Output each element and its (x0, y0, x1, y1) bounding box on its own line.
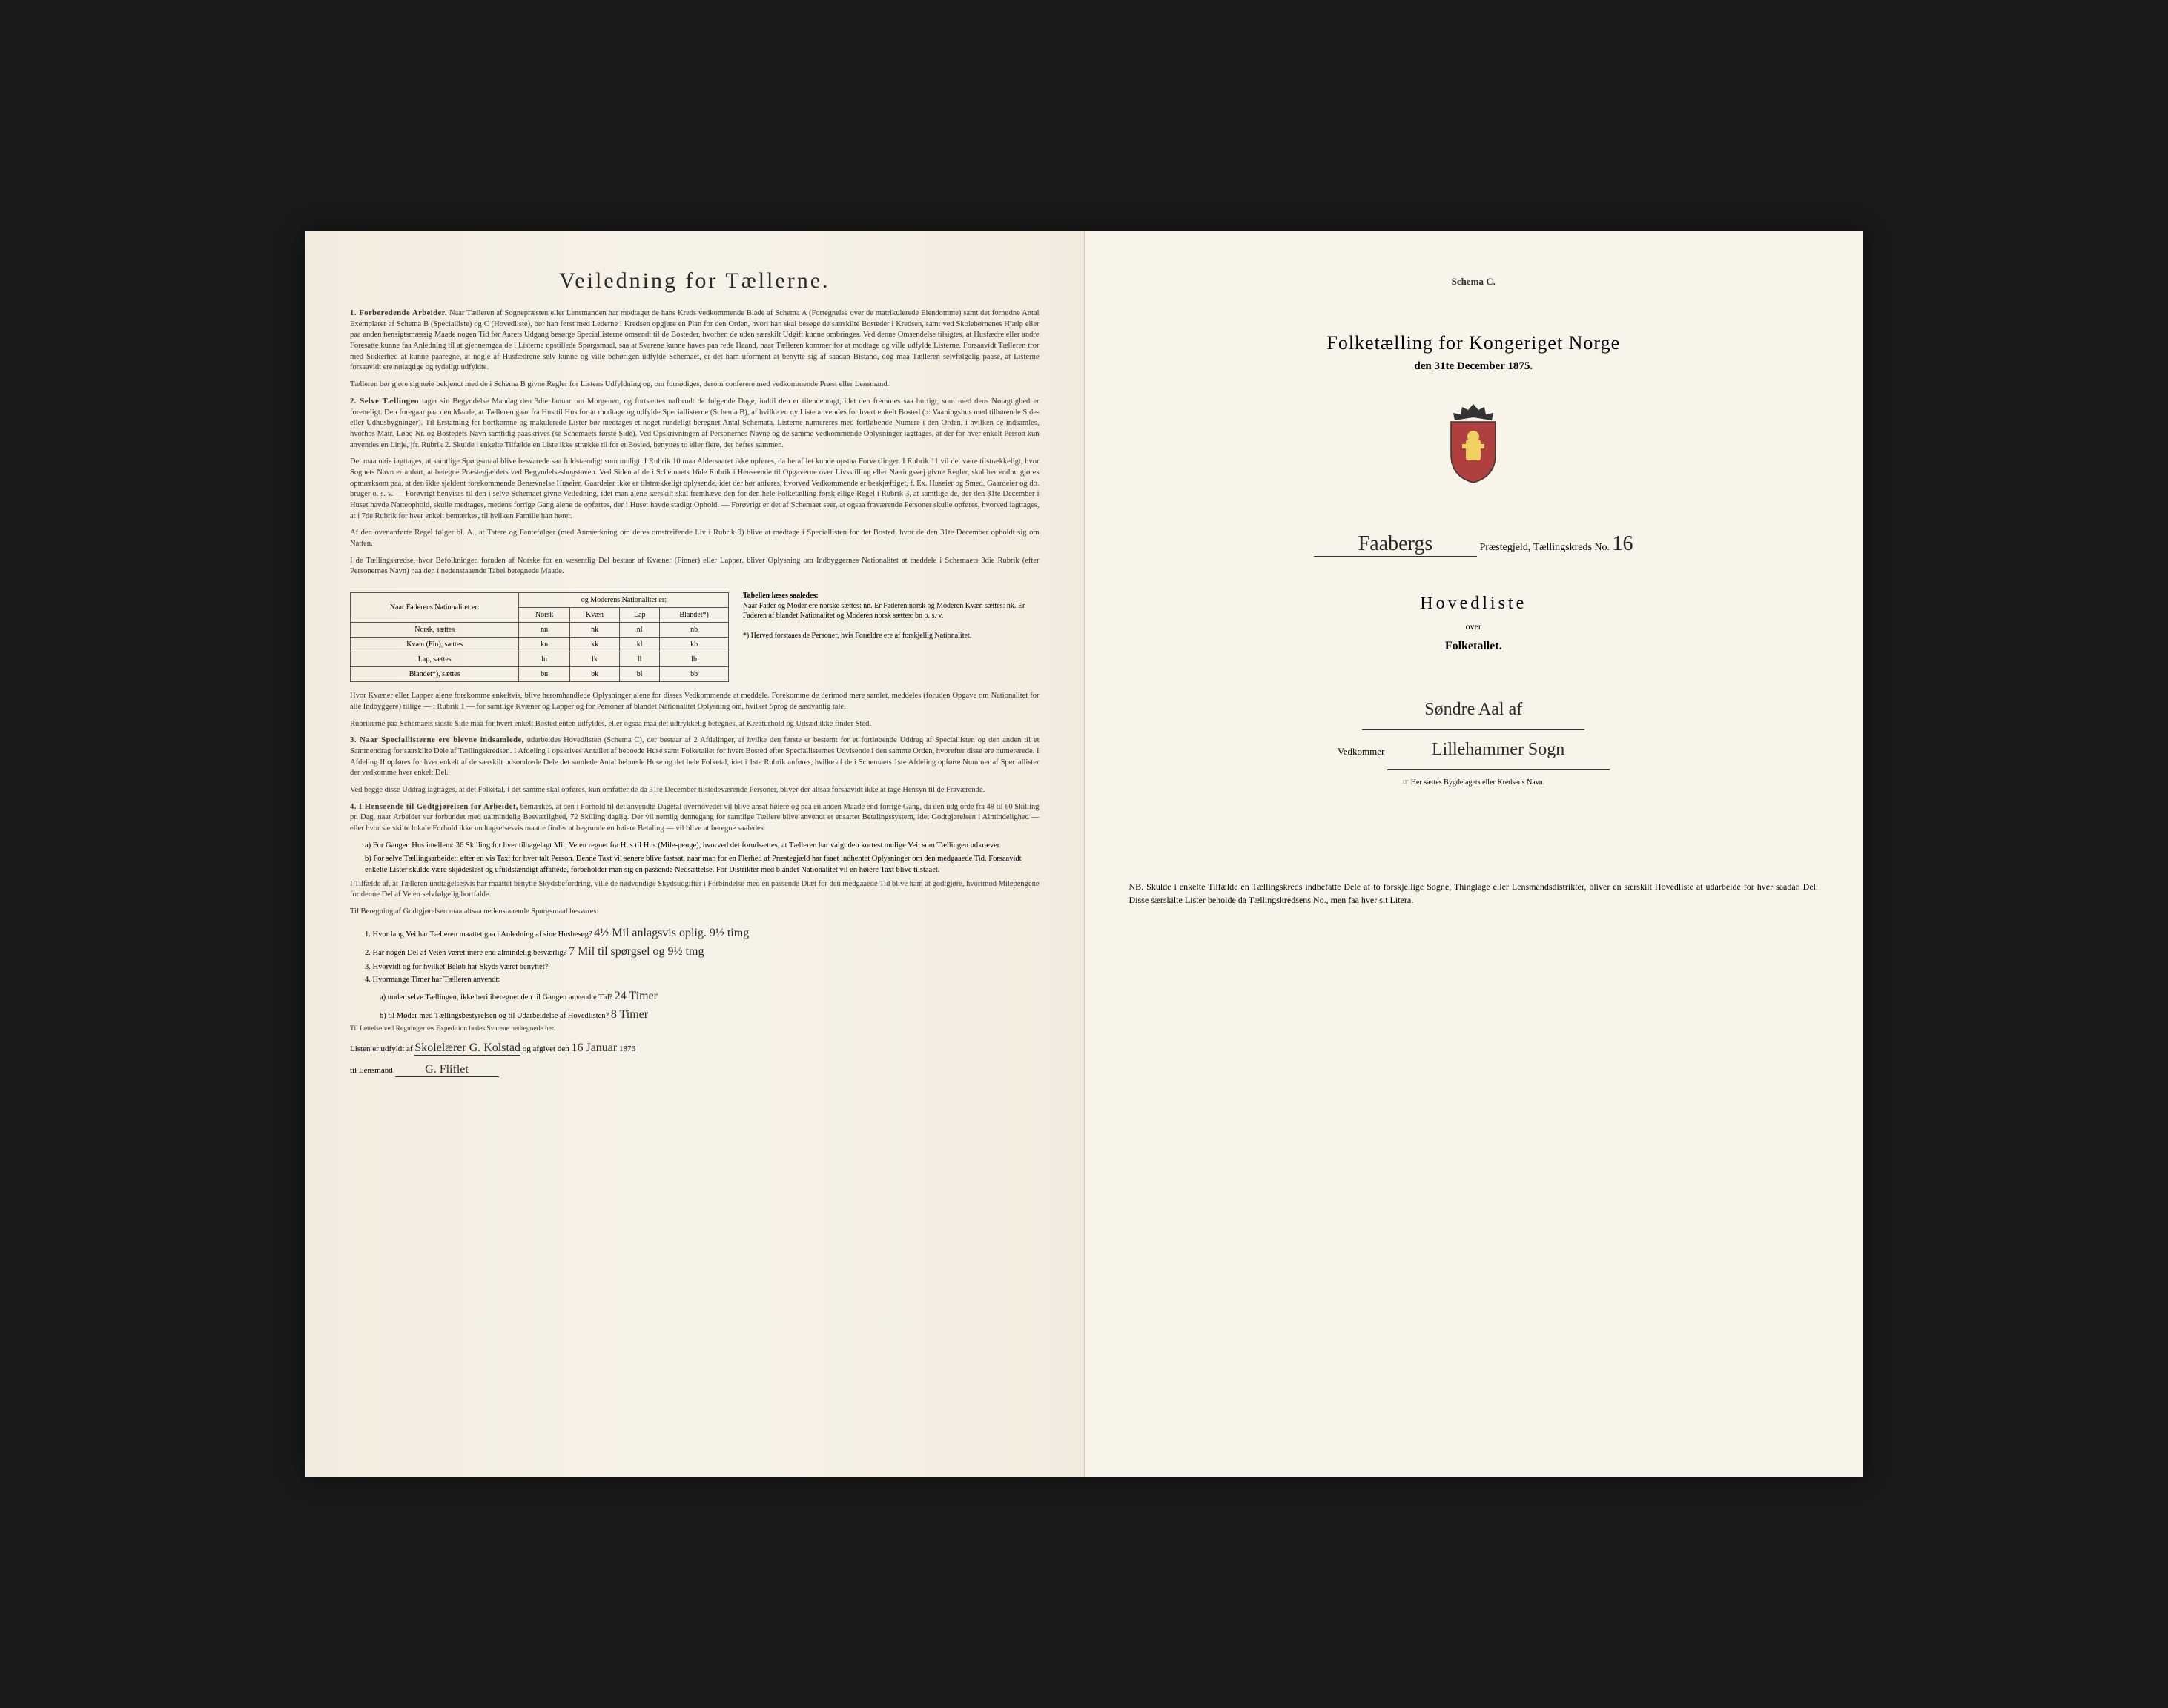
table-row: Blandet*), sættes bn bk bl bb (351, 667, 729, 682)
question-4: 4. Hvormange Timer har Tælleren anvendt: (365, 974, 1040, 987)
table-note-title: Tabellen læses saaledes: (743, 592, 819, 600)
table-sub-0: Norsk (519, 608, 569, 623)
answer-4b: 8 Timer (611, 1008, 648, 1021)
table-row: Kvæn (Fin), sættes kn kk kl kb (351, 638, 729, 652)
section-2-lead: 2. Selve Tællingen (350, 397, 419, 406)
signature-line: Listen er udfyldt af Skolelærer G. Kolst… (350, 1042, 1040, 1056)
schema-label: Schema C. (1129, 276, 1819, 288)
table-sub-1: Kvæn (569, 608, 620, 623)
left-title: Veiledning for Tællerne. (350, 268, 1040, 294)
vedkommer-block: Søndre Aal af Vedkommer Lillehammer Sogn… (1129, 690, 1819, 791)
after-table-0: Hvor Kvæner eller Lapper alene forekomme… (350, 691, 1040, 712)
signer-name: Skolelærer G. Kolstad (414, 1042, 520, 1056)
table-footnote: *) Herved forstaaes de Personer, hvis Fo… (743, 632, 971, 640)
nationality-table: Naar Faderens Nationalitet er: og Modere… (350, 592, 729, 682)
section-1: 1. Forberedende Arbeider. Naar Tælleren … (350, 308, 1040, 374)
table-col-father: Naar Faderens Nationalitet er: (351, 593, 519, 623)
table-note: Tabellen læses saaledes: Naar Fader og M… (743, 583, 1040, 641)
table-sub-2: Lap (620, 608, 660, 623)
answer-4a: 24 Timer (615, 990, 658, 1002)
folketallet-label: Folketallet. (1129, 640, 1819, 653)
section-2b: Det maa nøie iagttages, at samtlige Spør… (350, 457, 1040, 522)
sign-date: 16 Januar (571, 1042, 617, 1054)
place-line-1: Søndre Aal af (1362, 690, 1584, 730)
section-4-lead: 4. I Henseende til Godtgjørelsen for Arb… (350, 803, 518, 811)
table-row: Norsk, sættes nn nk nl nb (351, 623, 729, 638)
section-1-lead: 1. Forberedende Arbeider. (350, 309, 447, 317)
coat-of-arms-icon (1129, 403, 1819, 488)
section-4-tail1: I Tilfælde af, at Tælleren undtagelsesvi… (350, 879, 1040, 901)
questions-block: 1. Hvor lang Vei har Tælleren maattet ga… (365, 924, 1040, 1025)
place-line-2: Lillehammer Sogn (1387, 730, 1610, 770)
section-3-lead: 3. Naar Speciallisterne ere blevne indsa… (350, 736, 524, 744)
after-table-1: Rubrikerne paa Schemaets sidste Side maa… (350, 719, 1040, 730)
question-2: 2. Har nogen Del af Veien været mere end… (365, 942, 1040, 961)
section-4-tail2: Til Beregning af Godtgjørelsen maa altsa… (350, 907, 1040, 918)
document-scan: Veiledning for Tællerne. 1. Forberedende… (305, 231, 1863, 1477)
left-page: Veiledning for Tællerne. 1. Forberedende… (305, 231, 1085, 1477)
vedkommer-label: Vedkommer (1338, 746, 1385, 757)
question-4b: b) til Møder med Tællingsbestyrelsen og … (380, 1005, 1040, 1025)
table-row: Lap, sættes ln lk ll lb (351, 652, 729, 667)
over-label: over (1129, 621, 1819, 632)
question-4a: a) under selve Tællingen, ikke heri iber… (380, 987, 1040, 1006)
lensmand-name: G. Fliflet (395, 1063, 499, 1077)
right-page: Schema C. Folketælling for Kongeriget No… (1085, 231, 1863, 1477)
question-1: 1. Hvor lang Vei har Tælleren maattet ga… (365, 924, 1040, 943)
table-note-body: Naar Fader og Moder ere norske sættes: n… (743, 602, 1025, 620)
section-4: 4. I Henseende til Godtgjørelsen for Arb… (350, 802, 1040, 835)
question-3: 3. Hvorvidt og for hvilket Beløb har Sky… (365, 961, 1040, 974)
section-2c: Af den ovenanførte Regel følger bl. A., … (350, 528, 1040, 549)
table-col-mother: og Moderens Nationalitet er: (519, 593, 729, 608)
section-3: 3. Naar Speciallisterne ere blevne indsa… (350, 735, 1040, 779)
right-subtitle: den 31te December 1875. (1129, 360, 1819, 373)
parish-name: Faabergs (1314, 532, 1477, 557)
small-note: ☞ Her sættes Bygdelagets eller Kredsens … (1129, 775, 1819, 791)
answer-2: 7 Mil til spørgsel og 9½ tmg (569, 945, 704, 958)
section-1-body: Naar Tælleren af Sognepræsten eller Lens… (350, 309, 1040, 371)
table-sub-3: Blandet*) (660, 608, 729, 623)
section-4-a: a) For Gangen Hus imellem: 36 Skilling f… (365, 841, 1040, 852)
section-2d: I de Tællingskredse, hvor Befolkningen f… (350, 556, 1040, 577)
parish-label: Præstegjeld, Tællingskreds No. (1479, 542, 1610, 553)
hovedliste-heading: Hovedliste (1129, 594, 1819, 614)
answer-1: 4½ Mil anlagsvis oplig. 9½ timg (594, 927, 749, 939)
section-1b: Tælleren bør gjøre sig nøie bekjendt med… (350, 380, 1040, 391)
section-2-body: tager sin Begyndelse Mandag den 3die Jan… (350, 397, 1040, 449)
signature-line-2: til Lensmand G. Fliflet (350, 1063, 1040, 1077)
section-3b: Ved begge disse Uddrag iagttages, at det… (350, 785, 1040, 796)
nb-note: NB. Skulde i enkelte Tilfælde en Tælling… (1129, 880, 1819, 907)
right-title: Folketælling for Kongeriget Norge (1129, 332, 1819, 354)
section-2: 2. Selve Tællingen tager sin Begyndelse … (350, 397, 1040, 451)
kreds-number: 16 (1613, 532, 1633, 555)
footer-note: Til Lettelse ved Regningernes Expedition… (350, 1025, 1040, 1034)
section-4-b: b) For selve Tællingsarbeidet: efter en … (365, 854, 1040, 875)
parish-line: Faabergs Præstegjeld, Tællingskreds No. … (1129, 532, 1819, 557)
